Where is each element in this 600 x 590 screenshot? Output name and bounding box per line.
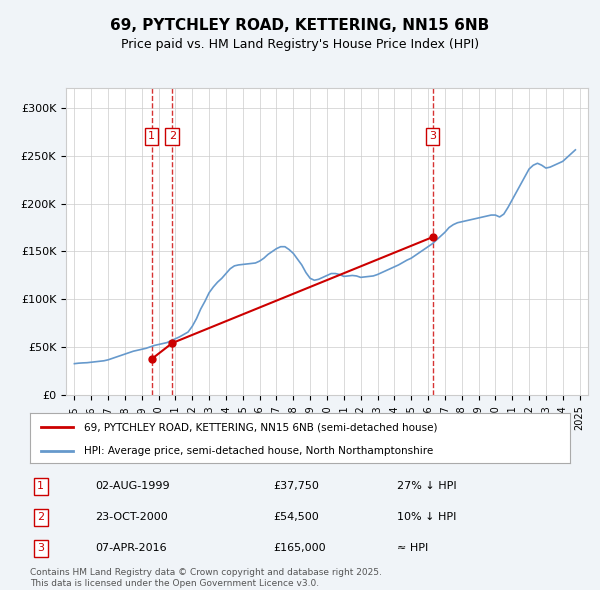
Text: 2: 2 xyxy=(169,132,176,142)
Text: 27% ↓ HPI: 27% ↓ HPI xyxy=(397,481,457,491)
Text: £37,750: £37,750 xyxy=(273,481,319,491)
Text: 3: 3 xyxy=(37,543,44,553)
Text: 2: 2 xyxy=(37,512,44,522)
Text: 23-OCT-2000: 23-OCT-2000 xyxy=(95,512,167,522)
Text: 69, PYTCHLEY ROAD, KETTERING, NN15 6NB: 69, PYTCHLEY ROAD, KETTERING, NN15 6NB xyxy=(110,18,490,32)
Text: £165,000: £165,000 xyxy=(273,543,326,553)
Text: Price paid vs. HM Land Registry's House Price Index (HPI): Price paid vs. HM Land Registry's House … xyxy=(121,38,479,51)
Text: 1: 1 xyxy=(148,132,155,142)
Text: ≈ HPI: ≈ HPI xyxy=(397,543,428,553)
Text: HPI: Average price, semi-detached house, North Northamptonshire: HPI: Average price, semi-detached house,… xyxy=(84,445,433,455)
Text: This data is licensed under the Open Government Licence v3.0.: This data is licensed under the Open Gov… xyxy=(30,579,319,588)
Text: Contains HM Land Registry data © Crown copyright and database right 2025.: Contains HM Land Registry data © Crown c… xyxy=(30,568,382,576)
Text: 1: 1 xyxy=(37,481,44,491)
Text: 07-APR-2016: 07-APR-2016 xyxy=(95,543,166,553)
Text: 3: 3 xyxy=(429,132,436,142)
Text: 02-AUG-1999: 02-AUG-1999 xyxy=(95,481,169,491)
Text: 69, PYTCHLEY ROAD, KETTERING, NN15 6NB (semi-detached house): 69, PYTCHLEY ROAD, KETTERING, NN15 6NB (… xyxy=(84,422,437,432)
Text: 10% ↓ HPI: 10% ↓ HPI xyxy=(397,512,457,522)
Text: £54,500: £54,500 xyxy=(273,512,319,522)
